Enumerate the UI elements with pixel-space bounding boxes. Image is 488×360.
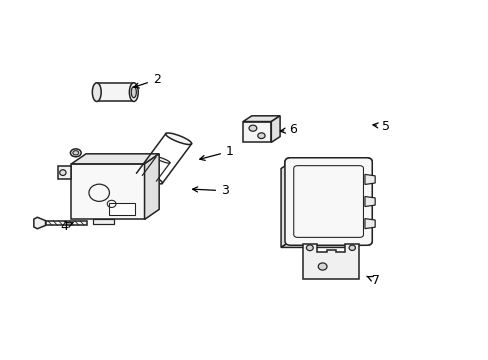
Polygon shape (109, 203, 135, 215)
Ellipse shape (70, 149, 81, 157)
Polygon shape (243, 122, 271, 142)
Text: 4: 4 (60, 220, 73, 233)
Polygon shape (281, 162, 290, 247)
FancyBboxPatch shape (285, 158, 371, 245)
Polygon shape (243, 116, 280, 122)
Polygon shape (34, 217, 45, 229)
Ellipse shape (92, 83, 101, 102)
Ellipse shape (306, 245, 313, 251)
Polygon shape (45, 221, 87, 225)
Ellipse shape (156, 157, 170, 163)
Text: 3: 3 (192, 184, 228, 197)
Polygon shape (93, 220, 114, 224)
Polygon shape (58, 166, 71, 179)
Polygon shape (303, 244, 358, 279)
Text: 2: 2 (134, 73, 161, 88)
Text: 1: 1 (200, 145, 233, 160)
Polygon shape (271, 116, 280, 142)
Polygon shape (364, 197, 374, 207)
Ellipse shape (257, 133, 264, 139)
Polygon shape (97, 83, 134, 102)
Ellipse shape (73, 151, 79, 155)
Ellipse shape (348, 245, 355, 251)
Text: 6: 6 (280, 123, 297, 136)
FancyBboxPatch shape (285, 158, 371, 245)
Ellipse shape (131, 86, 136, 98)
Ellipse shape (60, 170, 66, 175)
Polygon shape (281, 241, 366, 247)
Ellipse shape (248, 125, 256, 131)
Text: 7: 7 (366, 274, 379, 287)
Ellipse shape (129, 83, 138, 102)
Polygon shape (144, 154, 159, 220)
Ellipse shape (165, 133, 191, 144)
Text: 5: 5 (372, 120, 389, 133)
Polygon shape (71, 154, 159, 164)
Polygon shape (71, 164, 144, 220)
Ellipse shape (136, 172, 162, 184)
Polygon shape (364, 219, 374, 229)
Polygon shape (364, 174, 374, 184)
Ellipse shape (318, 263, 326, 270)
